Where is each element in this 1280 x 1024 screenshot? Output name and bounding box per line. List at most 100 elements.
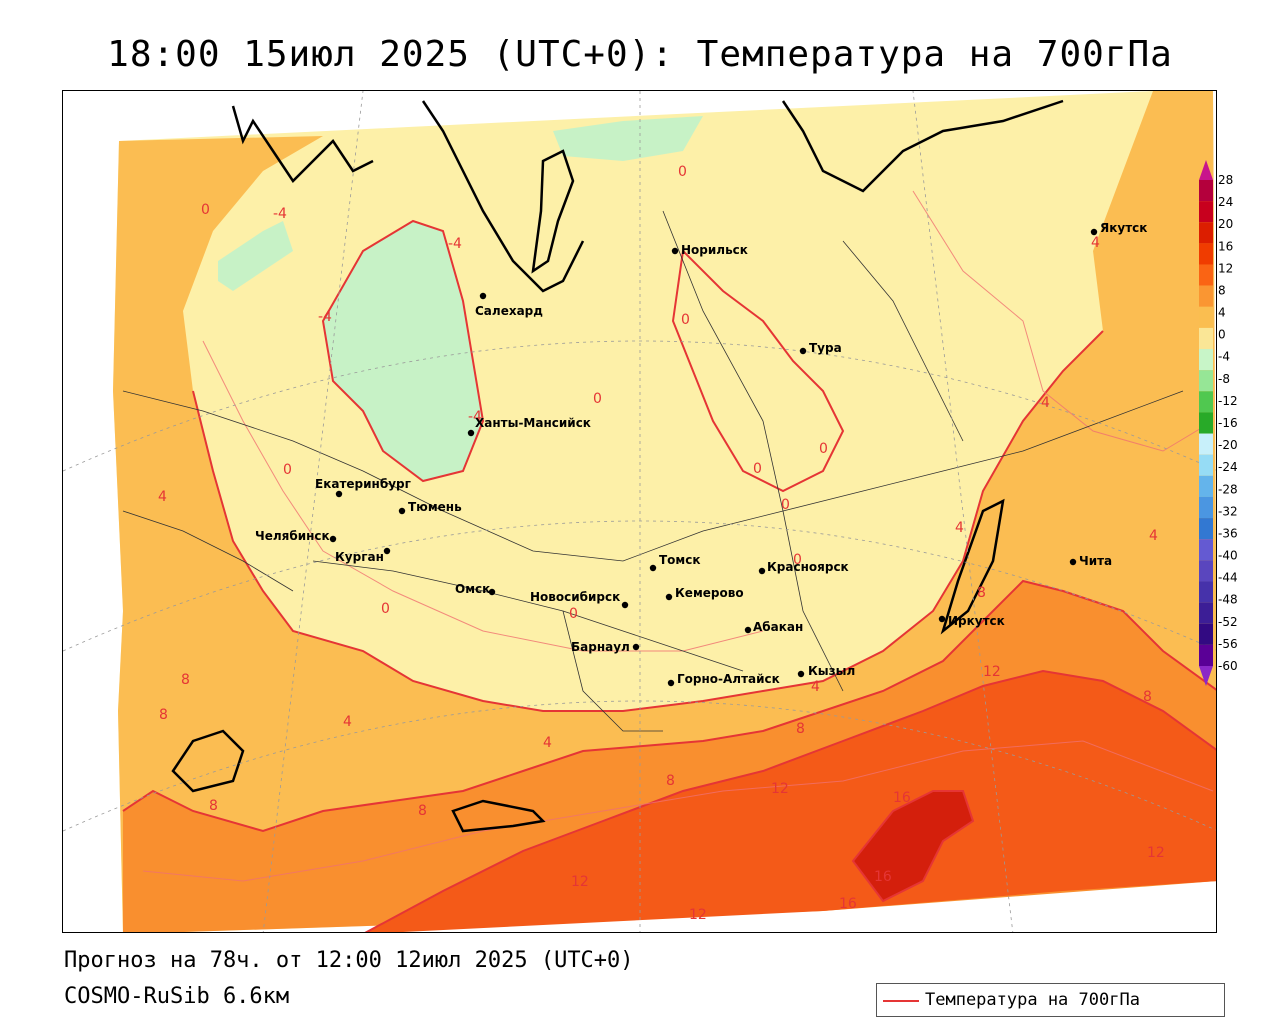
colorbar-cell (1199, 539, 1213, 561)
colorbar-tick-label: -12 (1218, 394, 1238, 408)
legend-line-swatch (883, 1000, 919, 1002)
isotherm-label: 4 (1091, 235, 1100, 251)
colorbar-labels: 28 24 20 16 12 8 4 0 -4 -8 -12 -16 -20 -24 -28 -32 -36 -4… (1218, 173, 1238, 673)
svg-text:Абакан: Абакан (753, 620, 803, 634)
colorbar-cell (1199, 623, 1213, 645)
colorbar-tick-label: -56 (1218, 637, 1238, 651)
isotherm-label: 12 (983, 664, 1001, 680)
isotherm-label: 0 (381, 601, 390, 617)
isotherm-label: 16 (839, 896, 857, 912)
svg-text:Красноярск: Красноярск (767, 560, 849, 574)
colorbar-tick-label: -20 (1218, 438, 1238, 452)
city-khanty-mansiysk[interactable]: Ханты-Мансийск (467, 416, 591, 437)
isotherm-label: -4 (273, 206, 287, 222)
city-krasnoyarsk[interactable]: Красноярск (758, 560, 849, 575)
admin-borders (122, 210, 1184, 732)
isotherm-label: 0 (569, 606, 578, 622)
colorbar-cell (1199, 222, 1213, 244)
cold-patch-north (553, 116, 703, 161)
isotherm-label: 8 (977, 585, 986, 601)
isotherm-label: -4 (448, 236, 462, 252)
city-kemerovo[interactable]: Кемерово (665, 586, 744, 601)
city-irkutsk[interactable]: Иркутск (938, 614, 1005, 628)
colorbar-tick-label: 8 (1218, 283, 1226, 297)
map-panel: 0 -4 -4 -4 -4 0 0 0 0 0 0 0 0 0 0 4 4 4 … (62, 90, 1217, 933)
colorbar-cell (1199, 306, 1213, 328)
map-title: 18:00 15июл 2025 (UTC+0): Температура на… (107, 34, 1173, 75)
svg-text:Барнаул: Барнаул (571, 640, 630, 654)
colorbar-cell (1199, 496, 1213, 519)
colorbar-cell (1199, 243, 1213, 265)
colorbar-bottom-arrow (1199, 666, 1213, 686)
isotherm-label: 4 (343, 714, 352, 730)
isotherm-label: 0 (283, 462, 292, 478)
city-kurgan[interactable]: Курган (335, 547, 391, 564)
temperature-colorbar: 28 24 20 16 12 8 4 0 -4 -8 -12 -16 -20 -24 -28 -32 -36 -4… (1199, 160, 1238, 686)
colorbar-tick-label: -16 (1218, 416, 1238, 430)
legend-label: Температура на 700гПа (925, 990, 1140, 1010)
isotherm-labels: 0 -4 -4 -4 -4 0 0 0 0 0 0 0 0 0 0 4 4 4 … (158, 164, 1165, 923)
colorbar-tick-label: -52 (1218, 615, 1238, 629)
svg-text:Иркутск: Иркутск (948, 614, 1005, 628)
city-yakutsk[interactable]: Якутск (1090, 221, 1148, 236)
colorbar-tick-label: 12 (1218, 261, 1233, 275)
city-tyumen[interactable]: Тюмень (398, 500, 462, 515)
city-chita[interactable]: Чита (1069, 554, 1112, 568)
svg-text:Норильск: Норильск (681, 243, 748, 257)
cold-patch-west (218, 221, 293, 291)
city-kyzyl[interactable]: Кызыл (797, 664, 855, 678)
isotherm-label: 0 (793, 552, 802, 568)
city-gorno-altaysk[interactable]: Горно-Алтайск (667, 672, 780, 687)
svg-text:Кызыл: Кызыл (808, 664, 855, 678)
city-chelyabinsk[interactable]: Челябинск (255, 529, 337, 543)
city-omsk[interactable]: Омск (455, 582, 496, 596)
svg-text:Горно-Алтайск: Горно-Алтайск (677, 672, 780, 686)
svg-text:Салехард: Салехард (475, 304, 543, 318)
city-ekaterinburg[interactable]: Екатеринбург (315, 477, 411, 498)
svg-text:Томск: Томск (659, 553, 701, 567)
colorbar-cell (1199, 433, 1213, 455)
city-barnaul[interactable]: Барнаул (571, 640, 640, 654)
isotherm-label: 0 (781, 497, 790, 513)
city-novosibirsk[interactable]: Новосибирск (530, 590, 629, 609)
svg-text:Тюмень: Тюмень (408, 500, 462, 514)
city-tura[interactable]: Тура (799, 341, 842, 355)
svg-text:Тура: Тура (809, 341, 842, 355)
isotherm-label: 4 (158, 489, 167, 505)
colorbar-tick-label: -32 (1218, 504, 1238, 518)
colorbar-cell (1199, 285, 1213, 307)
city-markers: Якутск Норильск Салехард Тура Ханты-Манс… (255, 221, 1148, 687)
isotherm-lines (122, 219, 1216, 932)
colorbar-cell (1199, 581, 1213, 603)
colorbar-cell (1199, 518, 1213, 540)
band-16-plus (853, 791, 973, 901)
colorbar-tick-label: 4 (1218, 306, 1226, 320)
legend-box: Температура на 700гПа (876, 983, 1225, 1017)
svg-text:Чита: Чита (1079, 554, 1112, 568)
colorbar-cell (1199, 349, 1213, 371)
isotherm-label: 8 (209, 798, 218, 814)
svg-text:Якутск: Якутск (1100, 221, 1147, 235)
colorbar-tick-label: 24 (1218, 195, 1233, 209)
city-tomsk[interactable]: Томск (649, 553, 701, 572)
colorbar-cell (1199, 327, 1213, 350)
colorbar-tick-label: -8 (1218, 372, 1230, 386)
isotherm-label: 8 (181, 672, 190, 688)
forecast-info: Прогноз на 78ч. от 12:00 12июл 2025 (UTC… (64, 948, 634, 973)
city-salekhard[interactable]: Салехард (475, 292, 543, 318)
isotherm-label: 8 (796, 721, 805, 737)
city-abakan[interactable]: Абакан (744, 620, 803, 634)
colorbar-tick-label: 16 (1218, 239, 1233, 253)
svg-text:Екатеринбург: Екатеринбург (315, 477, 411, 491)
model-info: COSMO-RuSib 6.6км (64, 984, 290, 1009)
colorbar-cells (1199, 180, 1213, 666)
colorbar-tick-label: 0 (1218, 328, 1226, 342)
colorbar-tick-label: -4 (1218, 350, 1230, 364)
colorbar-tick-label: 20 (1218, 217, 1233, 231)
city-norilsk[interactable]: Норильск (671, 243, 748, 257)
isotherm-lines-thin (142, 190, 1214, 882)
isotherm-label: 12 (1147, 845, 1165, 861)
colorbar-cell (1199, 560, 1213, 582)
colorbar-cell (1199, 602, 1213, 624)
colorbar-tick-label: -44 (1218, 571, 1238, 585)
